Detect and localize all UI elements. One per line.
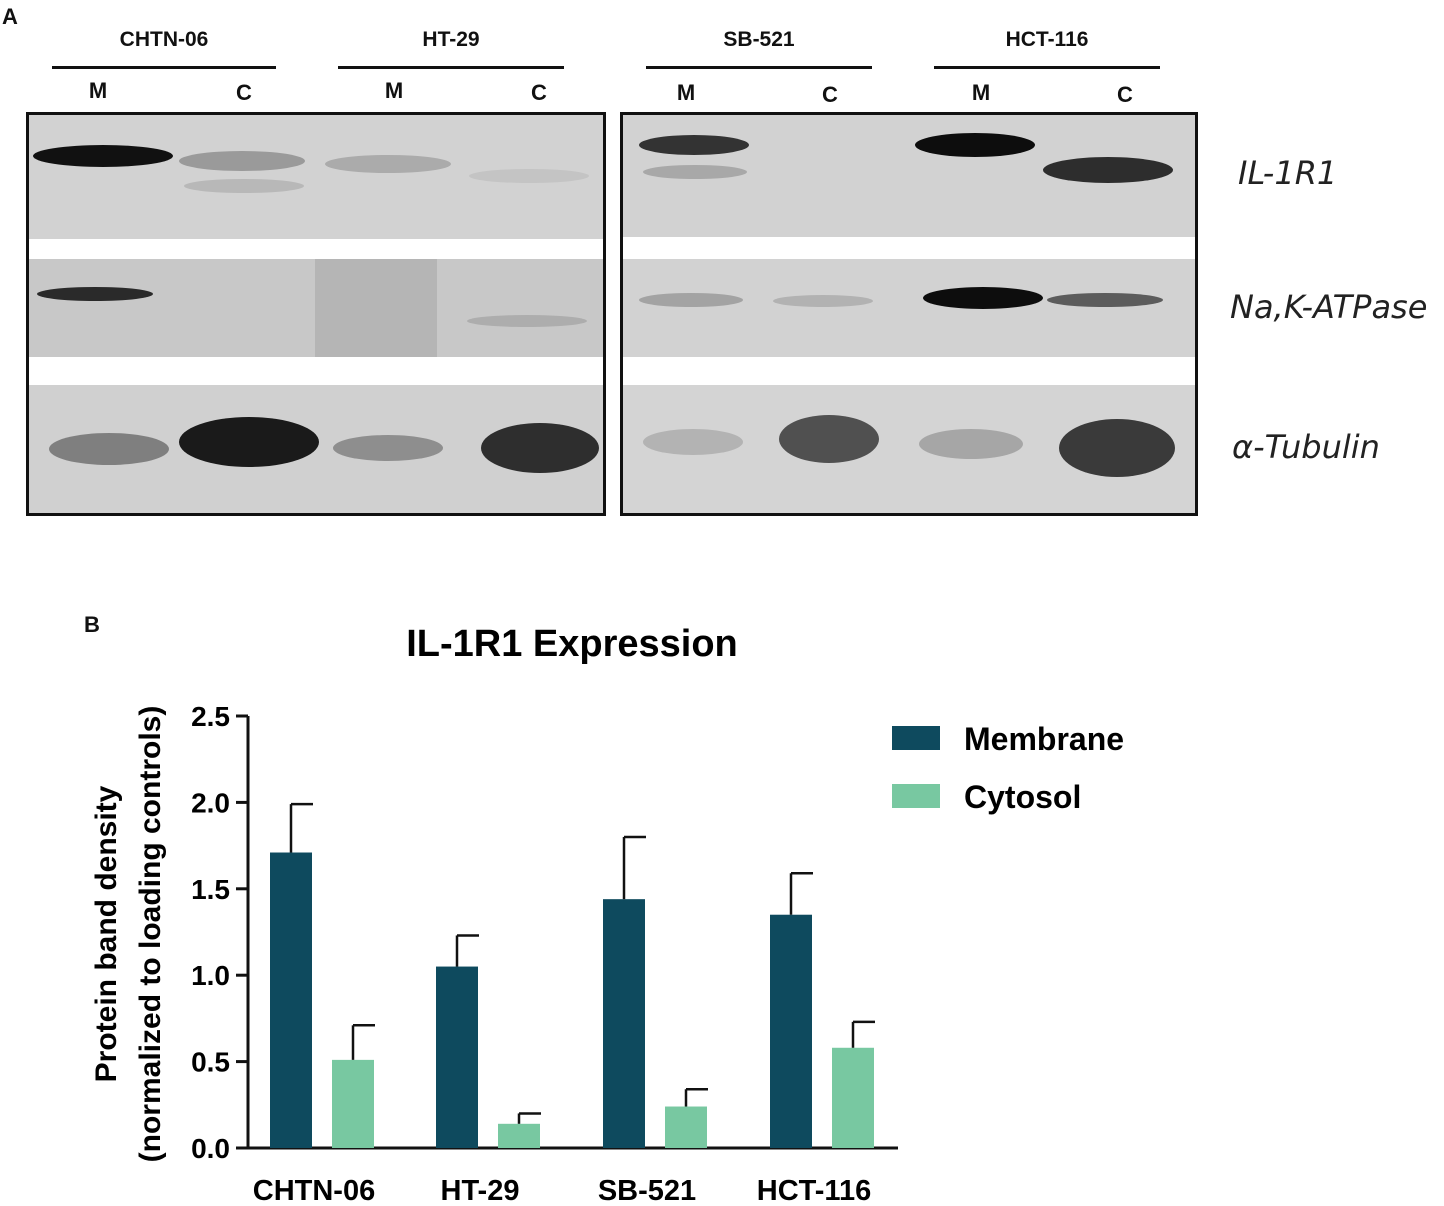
legend-label-membrane: Membrane bbox=[964, 721, 1124, 757]
bar-membrane bbox=[270, 852, 312, 1148]
blot-band bbox=[1059, 419, 1175, 477]
bar-cytosol bbox=[498, 1123, 540, 1148]
lane-label-m: M bbox=[88, 78, 108, 103]
blot-band bbox=[915, 133, 1035, 157]
blot-strip-alpha-tubulin bbox=[29, 385, 603, 513]
blot-band bbox=[49, 433, 169, 465]
y-tick-label: 1.0 bbox=[191, 960, 230, 991]
lane-label-c: C bbox=[822, 82, 838, 107]
blot-band bbox=[469, 169, 589, 183]
chart-title: IL-1R1 Expression bbox=[406, 623, 738, 665]
x-tick-label: HT-29 bbox=[441, 1175, 520, 1206]
y-tick-label: 1.5 bbox=[191, 874, 230, 905]
blot-band bbox=[923, 287, 1043, 309]
x-tick-label: CHTN-06 bbox=[253, 1175, 375, 1206]
panel-a-letter: A bbox=[2, 4, 18, 29]
blot-band bbox=[639, 293, 743, 307]
y-tick-label: 2.5 bbox=[191, 701, 230, 732]
protein-label-il-1r1: IL-1R1 bbox=[1238, 154, 1338, 192]
blot-band bbox=[467, 315, 587, 327]
legend-label-cytosol: Cytosol bbox=[964, 779, 1081, 815]
lane-label-m: M bbox=[676, 80, 696, 105]
blot-band bbox=[315, 259, 437, 357]
blot-band bbox=[184, 179, 304, 193]
blot-band bbox=[773, 295, 873, 307]
bar-membrane bbox=[436, 966, 478, 1148]
lane-label-m: M bbox=[971, 80, 991, 105]
blot-band bbox=[179, 151, 305, 171]
blot-strip-il-1r1 bbox=[623, 115, 1195, 237]
y-tick-label: 0.0 bbox=[191, 1133, 230, 1164]
bar-cytosol bbox=[832, 1047, 874, 1148]
group-underline bbox=[52, 66, 276, 69]
bar-membrane bbox=[770, 914, 812, 1148]
blot-strip-alpha-tubulin bbox=[623, 385, 1195, 513]
blot-band bbox=[333, 435, 443, 461]
group-label-sb-521: SB-521 bbox=[723, 28, 795, 51]
blot-band bbox=[481, 423, 599, 473]
blot-band bbox=[325, 155, 451, 173]
group-underline bbox=[338, 66, 564, 69]
blot-band bbox=[1043, 157, 1173, 183]
legend-swatch-membrane bbox=[892, 726, 940, 750]
lane-label-c: C bbox=[236, 80, 252, 105]
lane-label-m: M bbox=[384, 78, 404, 103]
blot-band bbox=[179, 417, 319, 467]
protein-label-na-k-atpase: Na,K-ATPase bbox=[1230, 288, 1428, 326]
blot-band bbox=[37, 287, 153, 301]
bar-cytosol bbox=[665, 1106, 707, 1148]
x-tick-label: SB-521 bbox=[598, 1175, 696, 1206]
blot-band bbox=[919, 429, 1023, 459]
blot-band bbox=[779, 415, 879, 463]
group-underline bbox=[646, 66, 872, 69]
protein-label-alpha-tubulin: α-Tubulin bbox=[1232, 428, 1380, 466]
blot-band bbox=[643, 165, 747, 179]
y-axis-label-line2: (normalized to loading controls) bbox=[134, 706, 167, 1163]
group-label-hct-116: HCT-116 bbox=[1005, 28, 1089, 51]
y-axis-label-line1: Protein band density bbox=[90, 785, 123, 1082]
legend-swatch-cytosol bbox=[892, 784, 940, 808]
western-blot-left bbox=[26, 112, 606, 516]
x-tick-label: HCT-116 bbox=[757, 1175, 871, 1206]
blot-strip-na-k-atpase bbox=[623, 259, 1195, 357]
lane-label-c: C bbox=[1117, 82, 1133, 107]
group-underline bbox=[934, 66, 1160, 69]
group-label-ht-29: HT-29 bbox=[422, 28, 480, 51]
blot-band bbox=[639, 135, 749, 155]
panel-b-letter: B bbox=[84, 612, 100, 637]
bar-membrane bbox=[603, 899, 645, 1148]
bar-cytosol bbox=[332, 1059, 374, 1148]
blot-strip-il-1r1 bbox=[29, 115, 603, 239]
y-tick-label: 2.0 bbox=[191, 787, 230, 818]
group-label-chtn-06: CHTN-06 bbox=[119, 28, 209, 51]
blot-strip-na-k-atpase bbox=[29, 259, 603, 357]
blot-band bbox=[33, 145, 173, 167]
blot-band bbox=[1047, 293, 1163, 307]
y-tick-label: 0.5 bbox=[191, 1047, 230, 1078]
lane-label-c: C bbox=[531, 80, 547, 105]
western-blot-right bbox=[620, 112, 1198, 516]
blot-band bbox=[643, 429, 743, 455]
